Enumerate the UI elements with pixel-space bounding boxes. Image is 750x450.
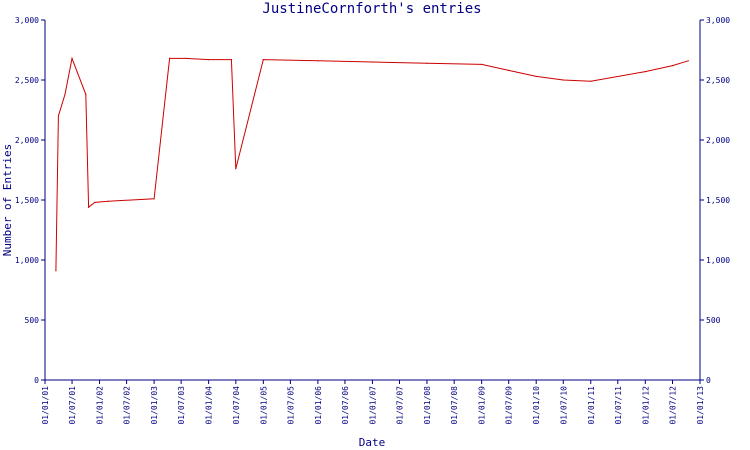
x-tick-label: 01/07/02 — [123, 386, 132, 425]
x-tick-label: 01/07/10 — [559, 386, 568, 425]
data-point — [107, 200, 109, 202]
x-axis-label: Date — [359, 436, 386, 449]
data-point — [185, 57, 187, 60]
x-tick-label: 01/01/10 — [532, 386, 541, 425]
x-axis-ticks: 01/01/01 01/07/01 01/01/02 01/07/02 01/01/03… — [41, 380, 705, 425]
data-point — [262, 59, 264, 61]
data-point — [235, 168, 237, 170]
data-point — [64, 93, 66, 95]
chart-title: JustineCornforth's entries — [262, 1, 481, 17]
y-tick-label-right: 0 — [706, 376, 711, 385]
x-tick-label: 01/01/08 — [423, 386, 432, 425]
y-tick-label-left: 3,000 — [15, 16, 39, 25]
data-point — [230, 59, 232, 61]
y-tick-label-left: 1,500 — [15, 196, 39, 205]
y-tick-label-right: 1,000 — [706, 256, 730, 265]
y-tick-label-right: 2,500 — [706, 76, 730, 85]
x-tick-label: 01/01/11 — [587, 386, 596, 425]
x-tick-label: 01/07/08 — [450, 386, 459, 425]
y-tick-label-right: 500 — [706, 316, 721, 325]
y-tick-label-left: 2,500 — [15, 76, 39, 85]
data-point — [508, 69, 510, 71]
data-point — [55, 270, 57, 272]
y-tick-label-left: 0 — [34, 376, 39, 385]
x-tick-label: 01/01/04 — [205, 386, 214, 425]
x-tick-label: 01/01/05 — [259, 386, 268, 425]
x-tick-label: 01/07/01 — [68, 386, 77, 425]
data-point — [317, 60, 319, 62]
data-point — [687, 60, 689, 62]
data-point — [426, 62, 428, 64]
y-tick-label-left: 2,000 — [15, 136, 39, 145]
data-point — [371, 61, 374, 63]
x-tick-label: 01/07/03 — [177, 386, 186, 425]
y-tick-label-left: 500 — [25, 316, 40, 325]
x-tick-label: 01/07/11 — [614, 386, 623, 425]
data-point — [169, 57, 171, 60]
x-tick-label: 01/07/06 — [341, 386, 350, 425]
series-layer — [55, 56, 689, 272]
y-axis-label: Number of Entries — [1, 144, 14, 257]
data-point — [94, 201, 96, 203]
data-point — [671, 65, 674, 67]
data-point — [644, 71, 646, 73]
data-point — [57, 115, 60, 117]
data-point — [71, 57, 73, 60]
x-tick-label: 01/07/09 — [505, 386, 514, 425]
data-point — [535, 75, 537, 77]
x-tick-label: 01/01/03 — [150, 386, 159, 425]
x-tick-label: 01/07/05 — [286, 386, 295, 425]
data-point — [208, 59, 210, 61]
data-point — [88, 206, 90, 208]
x-tick-label: 01/01/01 — [41, 386, 50, 425]
y-tick-label-right: 2,000 — [706, 136, 730, 145]
data-point — [153, 198, 155, 200]
x-tick-label: 01/07/07 — [395, 386, 404, 425]
series-line — [55, 56, 689, 271]
y-tick-label-right: 3,000 — [706, 16, 730, 25]
y-axis-ticks: 0 0 500 500 1,000 1,000 1,500 1,500 2,000 2,000 2,… — [15, 16, 730, 385]
x-tick-label: 01/01/09 — [478, 386, 487, 425]
x-tick-label: 01/01/02 — [96, 386, 105, 425]
data-point — [590, 80, 592, 82]
y-tick-label-left: 1,000 — [15, 256, 39, 265]
data-point — [85, 93, 87, 95]
x-tick-label: 01/01/13 — [696, 386, 705, 425]
data-point — [481, 63, 483, 65]
x-tick-label: 01/07/12 — [669, 386, 678, 425]
x-tick-label: 01/07/04 — [232, 386, 241, 425]
x-tick-label: 01/01/07 — [368, 386, 377, 425]
y-tick-label-right: 1,500 — [706, 196, 730, 205]
x-tick-label: 01/01/12 — [641, 386, 650, 425]
x-tick-label: 01/01/06 — [314, 386, 323, 425]
data-point — [562, 79, 564, 81]
